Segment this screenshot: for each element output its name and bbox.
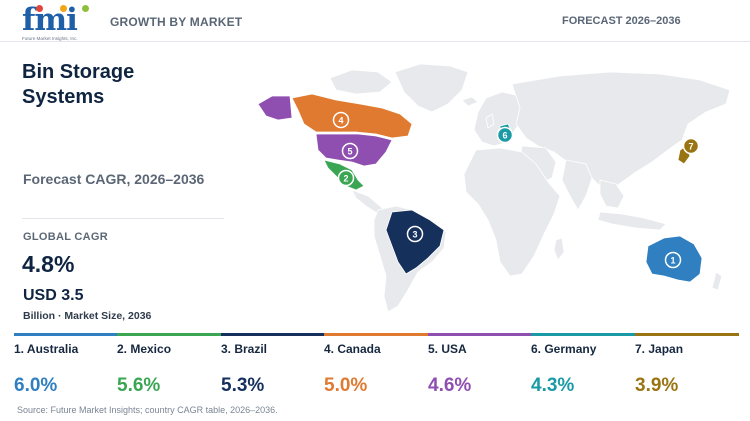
card-color-bar [531,333,635,336]
global-cagr-value: 4.8% [22,251,75,277]
country-card: 3. Brazil 5.3% [221,333,325,403]
card-country-name: 7. Japan [635,342,684,356]
card-cagr-value: 5.3% [221,375,265,396]
market-size-value: USD 3.5 [23,287,84,304]
rank-marker-circle [406,225,424,243]
card-color-bar [117,333,221,336]
forecast-period-label: FORECAST 2026–2036 [562,15,681,27]
land-india [561,159,593,211]
rank-marker-number: 1 [670,256,675,266]
card-country-name: 5. USA [428,342,467,356]
country-card: 2. Mexico 5.6% [117,333,221,403]
source-note: Source: Future Market Insights; country … [17,405,278,415]
logo-dot-orange [60,5,67,12]
logo-dot-green [82,5,89,12]
card-color-bar [428,333,532,336]
rank-marker-number: 6 [502,131,507,141]
land-southeast-asia [599,179,625,209]
region-alaska [257,95,293,121]
logo-subtext: Future Market Insights, Inc. [22,36,78,41]
land-greenland [394,63,469,113]
region-canada [291,93,413,139]
card-country-name: 2. Mexico [117,342,172,356]
card-cagr-value: 4.6% [428,375,472,396]
country-card: 6. Germany 4.3% [531,333,635,403]
card-cagr-value: 6.0% [14,375,58,396]
logo-dot-red [36,5,43,12]
rank-marker-circle [332,111,350,129]
global-cagr-label: GLOBAL CAGR [23,231,108,243]
card-cagr-value: 4.3% [531,375,575,396]
country-card: 1. Australia 6.0% [14,333,118,403]
land-arctic-canada [329,69,393,95]
card-color-bar [635,333,739,336]
growth-by-market-label: GROWTH BY MARKET [110,15,243,29]
land-indonesia [597,211,667,231]
report-title: Bin Storage Systems [22,61,135,108]
map-markers: 1 2 3 4 5 6 7 [332,111,700,269]
logo-wordmark: fmi [22,2,78,38]
card-country-name: 3. Brazil [221,342,268,356]
rank-marker-circle [664,251,682,269]
rank-marker: 5 [341,142,359,160]
land-africa [463,147,561,277]
rank-marker: 4 [332,111,350,129]
rank-marker-number: 3 [412,230,417,240]
country-card: 5. USA 4.6% [428,333,532,403]
card-country-name: 4. Canada [324,342,381,356]
card-cagr-value: 5.0% [324,375,368,396]
card-color-bar [14,333,118,336]
card-color-bar [221,333,325,336]
card-cagr-value: 5.6% [117,375,161,396]
rank-marker-number: 5 [347,147,352,157]
land-uk [485,113,495,129]
card-country-name: 6. Germany [531,342,597,356]
fmi-logo[interactable]: fmi Future Market Insights, Inc. [22,5,92,45]
rank-marker-circle [341,142,359,160]
rank-marker-number: 2 [343,174,348,184]
country-card: 4. Canada 5.0% [324,333,428,403]
land-madagascar [553,237,565,261]
land-russia-asia [511,71,731,193]
rank-marker-number: 4 [338,116,343,126]
rank-marker-number: 7 [688,142,693,152]
card-color-bar [324,333,428,336]
land-iceland [461,96,479,107]
world-map: 1 2 3 4 5 6 7 [257,63,731,313]
rank-marker: 7 [682,137,700,155]
card-cagr-value: 3.9% [635,375,679,396]
header-bar: fmi Future Market Insights, Inc. GROWTH … [0,0,750,42]
rank-marker: 2 [337,169,355,187]
rank-marker: 6 [496,126,514,144]
panel-divider [22,218,224,219]
market-size-label: Billion · Market Size, 2036 [23,310,152,322]
land-new-zealand [711,271,723,291]
forecast-subtitle: Forecast CAGR, 2026–2036 [23,171,205,187]
rank-marker-circle [496,126,514,144]
country-card: 7. Japan 3.9% [635,333,739,403]
rank-marker: 3 [406,225,424,243]
card-country-name: 1. Australia [14,342,79,356]
rank-marker: 1 [664,251,682,269]
rank-marker-circle [682,137,700,155]
country-cards: 1. Australia 6.0% 2. Mexico 5.6% 3. Brazil 5.… [0,333,750,403]
rank-marker-circle [337,169,355,187]
